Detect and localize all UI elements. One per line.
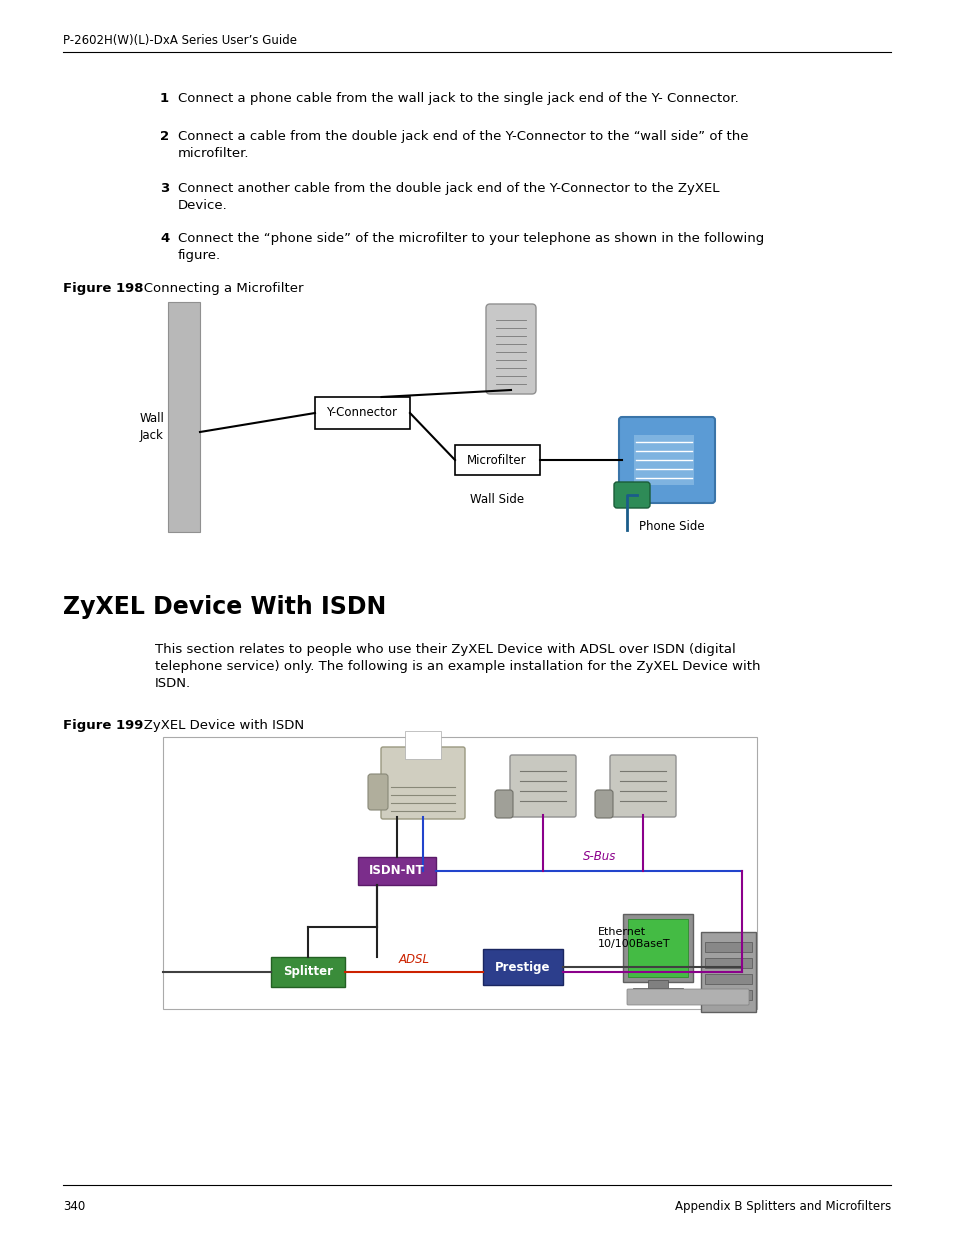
FancyBboxPatch shape xyxy=(700,932,755,1011)
Text: figure.: figure. xyxy=(178,249,221,262)
FancyBboxPatch shape xyxy=(314,396,410,429)
Text: Wall Side: Wall Side xyxy=(470,493,523,506)
Text: Ethernet
10/100BaseT: Ethernet 10/100BaseT xyxy=(598,927,670,950)
Text: Figure 199: Figure 199 xyxy=(63,719,143,732)
Text: ADSL: ADSL xyxy=(398,953,429,966)
Text: 340: 340 xyxy=(63,1200,85,1213)
FancyBboxPatch shape xyxy=(614,482,649,508)
Bar xyxy=(168,303,200,532)
Bar xyxy=(271,957,345,987)
Text: Y-Connector: Y-Connector xyxy=(326,406,397,420)
Text: Microfilter: Microfilter xyxy=(467,453,526,467)
FancyBboxPatch shape xyxy=(455,445,539,475)
Bar xyxy=(647,981,667,992)
FancyBboxPatch shape xyxy=(380,747,464,819)
Text: Phone Side: Phone Side xyxy=(639,520,704,534)
FancyBboxPatch shape xyxy=(495,790,513,818)
FancyBboxPatch shape xyxy=(626,989,748,1005)
Text: ZyXEL Device With ISDN: ZyXEL Device With ISDN xyxy=(63,595,386,619)
Bar xyxy=(704,990,751,1000)
Text: Connecting a Microfilter: Connecting a Microfilter xyxy=(131,282,303,295)
Text: 1: 1 xyxy=(160,91,169,105)
Text: ISDN-NT: ISDN-NT xyxy=(369,864,424,878)
Bar xyxy=(633,988,682,994)
Bar xyxy=(163,737,757,1009)
FancyBboxPatch shape xyxy=(618,417,714,503)
Bar xyxy=(704,942,751,952)
Text: Figure 198: Figure 198 xyxy=(63,282,143,295)
Text: Prestige: Prestige xyxy=(495,961,550,973)
Text: Wall
Jack: Wall Jack xyxy=(139,412,164,441)
Text: Splitter: Splitter xyxy=(283,966,333,978)
Text: P-2602H(W)(L)-DxA Series User’s Guide: P-2602H(W)(L)-DxA Series User’s Guide xyxy=(63,35,296,47)
Text: This section relates to people who use their ZyXEL Device with ADSL over ISDN (d: This section relates to people who use t… xyxy=(154,643,735,656)
Bar xyxy=(704,974,751,984)
Bar xyxy=(634,435,693,485)
Bar xyxy=(627,919,687,977)
FancyBboxPatch shape xyxy=(368,774,388,810)
Bar xyxy=(405,731,440,760)
Text: 3: 3 xyxy=(160,182,169,195)
Text: Connect a cable from the double jack end of the Y-Connector to the “wall side” o: Connect a cable from the double jack end… xyxy=(178,130,748,143)
Text: telephone service) only. The following is an example installation for the ZyXEL : telephone service) only. The following i… xyxy=(154,659,760,673)
Text: Connect another cable from the double jack end of the Y-Connector to the ZyXEL: Connect another cable from the double ja… xyxy=(178,182,719,195)
Bar xyxy=(704,958,751,968)
Text: Connect a phone cable from the wall jack to the single jack end of the Y- Connec: Connect a phone cable from the wall jack… xyxy=(178,91,738,105)
FancyBboxPatch shape xyxy=(485,304,536,394)
Text: ISDN.: ISDN. xyxy=(154,677,191,690)
Text: Appendix B Splitters and Microfilters: Appendix B Splitters and Microfilters xyxy=(674,1200,890,1213)
Text: S-Bus: S-Bus xyxy=(582,850,616,863)
Text: microfilter.: microfilter. xyxy=(178,147,250,161)
FancyBboxPatch shape xyxy=(595,790,613,818)
Text: 2: 2 xyxy=(160,130,169,143)
Bar xyxy=(357,857,436,885)
FancyBboxPatch shape xyxy=(622,914,692,982)
FancyBboxPatch shape xyxy=(510,755,576,818)
Bar xyxy=(482,948,562,986)
FancyBboxPatch shape xyxy=(609,755,676,818)
Text: Device.: Device. xyxy=(178,199,228,212)
Text: 4: 4 xyxy=(160,232,169,245)
Text: Connect the “phone side” of the microfilter to your telephone as shown in the fo: Connect the “phone side” of the microfil… xyxy=(178,232,763,245)
Text: ZyXEL Device with ISDN: ZyXEL Device with ISDN xyxy=(131,719,304,732)
